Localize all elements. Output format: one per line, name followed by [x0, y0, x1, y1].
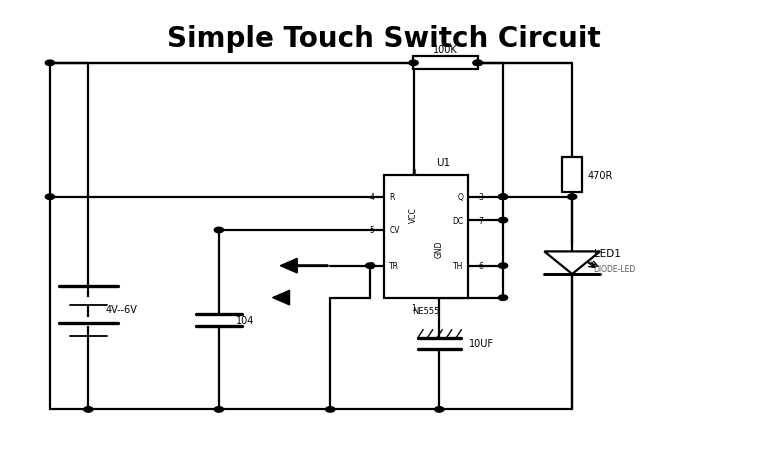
Circle shape — [214, 228, 223, 233]
Text: 100K: 100K — [433, 45, 458, 55]
Text: TH: TH — [452, 262, 463, 271]
Bar — [413, 57, 478, 70]
Circle shape — [409, 61, 418, 66]
Text: Simple Touch Switch Circuit: Simple Touch Switch Circuit — [167, 25, 601, 53]
Text: 4V--6V: 4V--6V — [105, 304, 137, 314]
Text: 3: 3 — [478, 193, 483, 202]
Circle shape — [568, 195, 577, 200]
Circle shape — [498, 263, 508, 269]
Text: 4: 4 — [369, 193, 374, 202]
Text: 470R: 470R — [588, 170, 613, 180]
Text: DIODE-LED: DIODE-LED — [594, 265, 636, 274]
Bar — [562, 158, 582, 192]
Circle shape — [473, 61, 482, 66]
Text: Q: Q — [457, 193, 463, 202]
Text: NE555: NE555 — [412, 306, 440, 315]
Circle shape — [498, 195, 508, 200]
Circle shape — [45, 195, 55, 200]
Circle shape — [498, 295, 508, 301]
Circle shape — [366, 263, 375, 269]
Text: TR: TR — [389, 262, 399, 271]
Text: 1: 1 — [411, 303, 416, 313]
Text: 2: 2 — [369, 262, 374, 271]
Polygon shape — [545, 252, 600, 274]
Text: GND: GND — [435, 240, 443, 258]
Circle shape — [498, 195, 508, 200]
Circle shape — [45, 61, 55, 66]
Polygon shape — [273, 291, 290, 305]
Polygon shape — [280, 259, 297, 273]
Text: VCC: VCC — [409, 207, 418, 222]
Text: DC: DC — [452, 216, 463, 225]
Text: 5: 5 — [369, 226, 374, 235]
Text: 10UF: 10UF — [468, 339, 494, 349]
Text: 8: 8 — [411, 168, 416, 177]
Circle shape — [326, 407, 335, 412]
Text: CV: CV — [389, 226, 400, 235]
Circle shape — [435, 407, 444, 412]
Text: 6: 6 — [478, 262, 483, 271]
Text: U1: U1 — [436, 157, 451, 167]
Circle shape — [498, 218, 508, 223]
Circle shape — [473, 61, 482, 66]
Text: R: R — [389, 193, 395, 202]
Text: 104: 104 — [236, 315, 254, 325]
Text: 7: 7 — [478, 216, 483, 225]
Bar — [384, 175, 468, 298]
Circle shape — [84, 407, 93, 412]
Text: LED1: LED1 — [594, 249, 621, 259]
Circle shape — [214, 407, 223, 412]
